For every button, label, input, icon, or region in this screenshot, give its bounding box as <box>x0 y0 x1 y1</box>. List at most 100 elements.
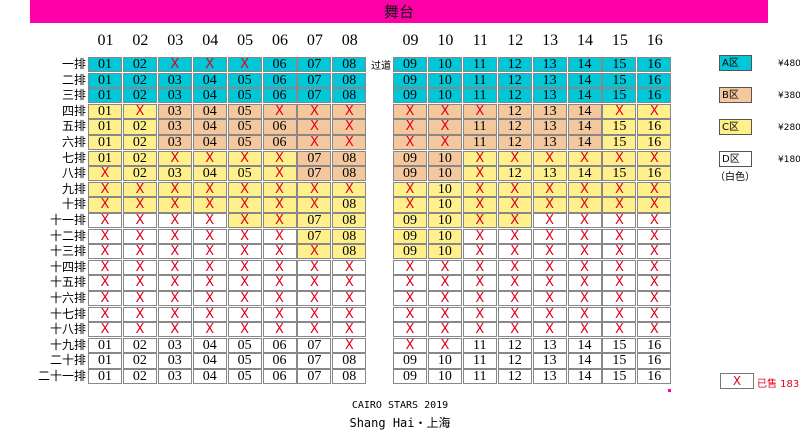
seat-sold[interactable]: X <box>637 306 672 322</box>
seat-sold[interactable]: X <box>192 244 227 260</box>
seat-sold[interactable]: X <box>262 291 297 307</box>
seat-sold[interactable]: X <box>227 244 262 260</box>
seat-available[interactable]: 08 <box>332 88 367 104</box>
seat-sold[interactable]: X <box>602 291 637 307</box>
seat-available[interactable]: 03 <box>157 119 192 135</box>
seat-available[interactable]: 01 <box>88 57 122 73</box>
seat-sold[interactable]: X <box>602 213 637 229</box>
seat-sold[interactable]: X <box>393 322 427 338</box>
seat-available[interactable]: 01 <box>88 72 122 88</box>
seat-available[interactable]: 08 <box>332 197 367 213</box>
seat-available[interactable]: 10 <box>427 181 462 197</box>
seat-available[interactable]: 14 <box>567 166 602 182</box>
seat-available[interactable]: 06 <box>262 88 297 104</box>
seat-sold[interactable]: X <box>227 275 262 291</box>
seat-sold[interactable]: X <box>637 103 672 119</box>
seat-available[interactable]: 10 <box>427 244 462 260</box>
seat-available[interactable]: 09 <box>393 88 427 104</box>
seat-available[interactable]: 15 <box>602 337 637 353</box>
seat-sold[interactable]: X <box>122 228 157 244</box>
seat-sold[interactable]: X <box>567 150 602 166</box>
seat-sold[interactable]: X <box>262 197 297 213</box>
seat-available[interactable]: 04 <box>192 103 227 119</box>
seat-available[interactable]: 09 <box>393 150 427 166</box>
seat-sold[interactable]: X <box>532 291 567 307</box>
seat-available[interactable]: 06 <box>262 369 297 385</box>
seat-sold[interactable]: X <box>462 150 497 166</box>
seat-available[interactable]: 07 <box>297 57 332 73</box>
seat-sold[interactable]: X <box>602 259 637 275</box>
seat-sold[interactable]: X <box>497 150 532 166</box>
seat-available[interactable]: 11 <box>462 369 497 385</box>
seat-available[interactable]: 03 <box>157 353 192 369</box>
seat-available[interactable]: 04 <box>192 135 227 151</box>
seat-sold[interactable]: X <box>462 322 497 338</box>
seat-sold[interactable]: X <box>297 291 332 307</box>
seat-available[interactable]: 15 <box>602 135 637 151</box>
seat-available[interactable]: 06 <box>262 337 297 353</box>
seat-sold[interactable]: X <box>427 135 462 151</box>
seat-available[interactable]: 04 <box>192 369 227 385</box>
seat-sold[interactable]: X <box>262 103 297 119</box>
seat-sold[interactable]: X <box>427 275 462 291</box>
seat-sold[interactable]: X <box>567 228 602 244</box>
seat-sold[interactable]: X <box>88 181 122 197</box>
seat-available[interactable]: 10 <box>427 213 462 229</box>
seat-sold[interactable]: X <box>192 213 227 229</box>
seat-available[interactable]: 08 <box>332 166 367 182</box>
seat-available[interactable]: 13 <box>532 337 567 353</box>
seat-available[interactable]: 13 <box>532 88 567 104</box>
seat-available[interactable]: 10 <box>427 353 462 369</box>
seat-sold[interactable]: X <box>227 306 262 322</box>
seat-sold[interactable]: X <box>497 197 532 213</box>
seat-available[interactable]: 06 <box>262 135 297 151</box>
seat-sold[interactable]: X <box>227 259 262 275</box>
seat-available[interactable]: 03 <box>157 135 192 151</box>
seat-available[interactable]: 13 <box>532 135 567 151</box>
seat-sold[interactable]: X <box>567 322 602 338</box>
seat-available[interactable]: 07 <box>297 166 332 182</box>
seat-sold[interactable]: X <box>427 337 462 353</box>
seat-sold[interactable]: X <box>157 150 192 166</box>
seat-sold[interactable]: X <box>88 197 122 213</box>
seat-sold[interactable]: X <box>532 306 567 322</box>
seat-available[interactable]: 02 <box>122 119 157 135</box>
seat-sold[interactable]: X <box>462 275 497 291</box>
seat-sold[interactable]: X <box>192 259 227 275</box>
seat-sold[interactable]: X <box>497 181 532 197</box>
seat-available[interactable]: 10 <box>427 228 462 244</box>
seat-sold[interactable]: X <box>532 150 567 166</box>
seat-sold[interactable]: X <box>297 259 332 275</box>
seat-available[interactable]: 03 <box>157 88 192 104</box>
seat-available[interactable]: 08 <box>332 353 367 369</box>
seat-sold[interactable]: X <box>262 181 297 197</box>
seat-available[interactable]: 09 <box>393 213 427 229</box>
seat-sold[interactable]: X <box>567 291 602 307</box>
seat-sold[interactable]: X <box>462 244 497 260</box>
seat-available[interactable]: 09 <box>393 57 427 73</box>
seat-available[interactable]: 08 <box>332 150 367 166</box>
seat-available[interactable]: 15 <box>602 57 637 73</box>
seat-sold[interactable]: X <box>262 228 297 244</box>
seat-sold[interactable]: X <box>637 259 672 275</box>
seat-sold[interactable]: X <box>297 322 332 338</box>
seat-sold[interactable]: X <box>427 119 462 135</box>
seat-sold[interactable]: X <box>297 306 332 322</box>
seat-available[interactable]: 13 <box>532 103 567 119</box>
seat-available[interactable]: 16 <box>637 88 672 104</box>
seat-sold[interactable]: X <box>262 166 297 182</box>
seat-available[interactable]: 01 <box>88 119 122 135</box>
seat-sold[interactable]: X <box>297 103 332 119</box>
seat-available[interactable]: 04 <box>192 119 227 135</box>
seat-sold[interactable]: X <box>532 213 567 229</box>
seat-sold[interactable]: X <box>427 306 462 322</box>
seat-available[interactable]: 16 <box>637 369 672 385</box>
seat-sold[interactable]: X <box>297 244 332 260</box>
seat-available[interactable]: 01 <box>88 88 122 104</box>
seat-sold[interactable]: X <box>393 119 427 135</box>
seat-available[interactable]: 02 <box>122 135 157 151</box>
seat-sold[interactable]: X <box>192 181 227 197</box>
seat-sold[interactable]: X <box>332 135 367 151</box>
seat-available[interactable]: 07 <box>297 228 332 244</box>
seat-available[interactable]: 14 <box>567 88 602 104</box>
